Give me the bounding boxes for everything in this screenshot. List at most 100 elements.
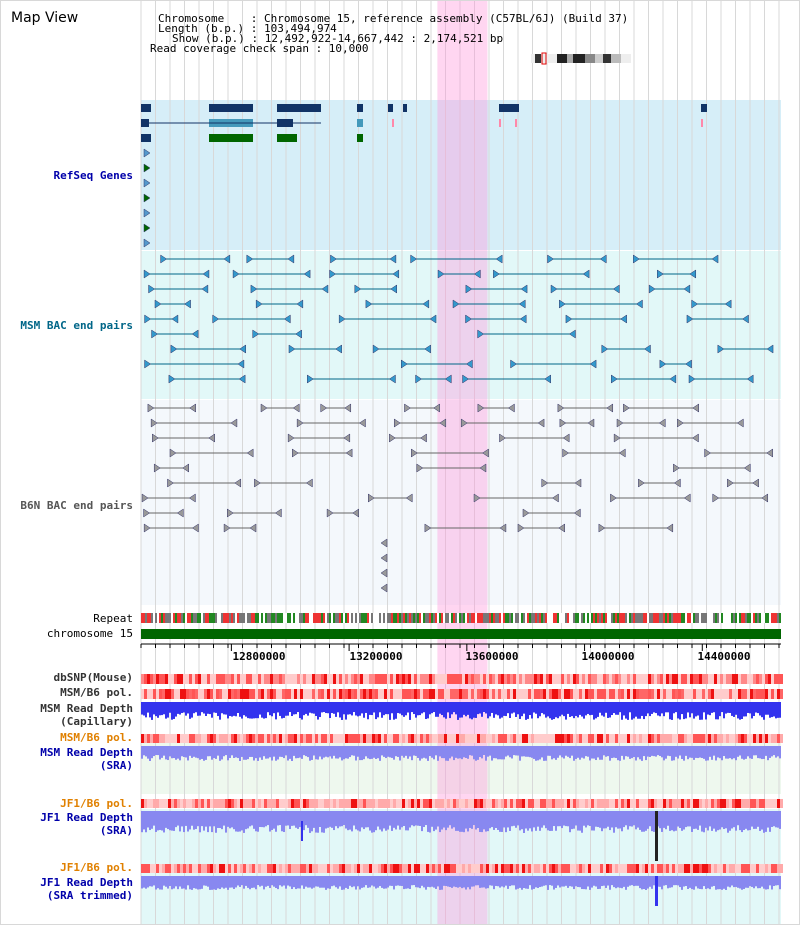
msm-bac-end[interactable] — [392, 269, 400, 279]
msm-bac-end[interactable] — [599, 254, 607, 264]
msm-bac-end[interactable] — [201, 284, 209, 294]
refseq-gene-arrow[interactable] — [143, 163, 151, 173]
b6n-bac-end[interactable] — [562, 448, 570, 458]
track-label-jf1-pol[interactable]: JF1/B6 pol. — [60, 797, 133, 810]
refseq-gene[interactable] — [701, 104, 707, 112]
b6n-bac-end[interactable] — [188, 493, 196, 503]
b6n-bac-end[interactable] — [147, 403, 155, 413]
msm-bac-end[interactable] — [465, 359, 473, 369]
b6n-bac-end[interactable] — [658, 418, 666, 428]
msm-bac-end[interactable] — [544, 374, 551, 384]
b6n-bac-end[interactable] — [393, 418, 401, 428]
b6n-bac-end[interactable] — [623, 403, 630, 413]
b6n-bac-end[interactable] — [499, 433, 506, 443]
msm-bac-end[interactable] — [565, 314, 573, 324]
refseq-gene[interactable] — [403, 104, 407, 112]
msm-bac-end[interactable] — [160, 254, 168, 264]
b6n-bac-end[interactable] — [416, 463, 424, 473]
msm-bac-end[interactable] — [252, 329, 260, 339]
msm-bac-end[interactable] — [669, 374, 677, 384]
msm-bac-end[interactable] — [329, 269, 337, 279]
msm-bac-end[interactable] — [250, 284, 258, 294]
msm-bac-end[interactable] — [724, 299, 732, 309]
msm-bac-end[interactable] — [601, 344, 609, 354]
refseq-gene-arrow[interactable] — [143, 178, 151, 188]
b6n-bac-end[interactable] — [761, 493, 769, 503]
b6n-bac-end[interactable] — [499, 523, 507, 533]
b6n-bac-end[interactable] — [618, 448, 626, 458]
msm-bac-end[interactable] — [338, 314, 346, 324]
msm-bac-end[interactable] — [568, 329, 576, 339]
msm-bac-end[interactable] — [711, 254, 719, 264]
b6n-bac-end[interactable] — [613, 433, 621, 443]
refseq-gene[interactable] — [277, 134, 297, 142]
refseq-gene-arrow[interactable] — [143, 238, 151, 248]
msm-bac-end[interactable] — [422, 299, 430, 309]
msm-bac-end[interactable] — [612, 284, 620, 294]
refseq-gene[interactable] — [141, 104, 151, 112]
msm-bac-end[interactable] — [144, 359, 152, 369]
msm-bac-end[interactable] — [510, 359, 518, 369]
b6n-bac-end[interactable] — [522, 508, 530, 518]
msm-bac-end[interactable] — [288, 344, 296, 354]
msm-bac-end[interactable] — [184, 299, 191, 309]
msm-bac-end[interactable] — [168, 374, 176, 384]
b6n-bac-end[interactable] — [692, 403, 699, 413]
track-label-jf1-depth[interactable]: JF1 Read Depth — [40, 811, 133, 824]
b6n-bac-end[interactable] — [150, 418, 158, 428]
b6n-bac-end[interactable] — [677, 418, 684, 428]
msm-bac-end[interactable] — [465, 284, 473, 294]
msm-bac-end[interactable] — [766, 344, 774, 354]
msm-bac-end[interactable] — [171, 314, 179, 324]
msm-bac-end[interactable] — [683, 284, 691, 294]
msm-bac-end[interactable] — [746, 374, 754, 384]
ideogram-current-position[interactable] — [541, 52, 547, 65]
b6n-bac-end[interactable] — [616, 418, 624, 428]
refseq-gene[interactable] — [499, 104, 519, 112]
b6n-bac-end[interactable] — [420, 433, 427, 443]
msm-bac-end[interactable] — [685, 359, 692, 369]
b6n-bac-end[interactable] — [153, 463, 161, 473]
track-label-msm-b6-pol-2[interactable]: MSM/B6 pol. — [60, 731, 133, 744]
track-label-jf1-depth-trimmed[interactable]: JF1 Read Depth — [40, 876, 133, 889]
msm-bac-end[interactable] — [437, 269, 445, 279]
track-label-dbsnp[interactable]: dbSNP(Mouse) — [53, 671, 133, 684]
msm-bac-end[interactable] — [477, 329, 485, 339]
b6n-bac-end[interactable] — [143, 523, 151, 533]
b6n-bac-end[interactable] — [736, 418, 744, 428]
b6n-bac-end[interactable] — [191, 523, 199, 533]
b6n-bac-end[interactable] — [666, 523, 674, 533]
msm-bac-end[interactable] — [520, 284, 528, 294]
b6n-bac-end[interactable] — [704, 448, 712, 458]
msm-bac-end[interactable] — [389, 254, 397, 264]
b6n-bac-end[interactable] — [274, 508, 282, 518]
refseq-gene[interactable] — [357, 104, 363, 112]
msm-bac-end[interactable] — [154, 299, 162, 309]
b6n-bac-end[interactable] — [433, 403, 440, 413]
b6n-bac-end[interactable] — [574, 478, 582, 488]
track-label-refseq-genes[interactable]: RefSeq Genes — [53, 169, 133, 182]
b6n-bac-end[interactable] — [559, 418, 567, 428]
msm-bac-end[interactable] — [495, 254, 503, 264]
highlight-region[interactable] — [437, 1, 488, 925]
msm-bac-end[interactable] — [388, 374, 396, 384]
b6n-bac-end[interactable] — [517, 523, 525, 533]
b6n-bac-end[interactable] — [541, 478, 549, 488]
track-label-b6n-bac-end-pairs[interactable]: B6N BAC end pairs — [20, 499, 133, 512]
msm-bac-end[interactable] — [330, 254, 337, 264]
refseq-gene[interactable] — [141, 134, 151, 142]
track-label-msm-depth-capillary[interactable]: MSM Read Depth — [40, 702, 133, 715]
msm-bac-end[interactable] — [354, 284, 362, 294]
msm-bac-end[interactable] — [518, 299, 526, 309]
b6n-bac-end[interactable] — [752, 478, 759, 488]
b6n-bac-end[interactable] — [673, 463, 680, 473]
msm-bac-end[interactable] — [143, 269, 151, 279]
b6n-bac-end[interactable] — [552, 493, 559, 503]
b6n-bac-end[interactable] — [326, 508, 334, 518]
b6n-bac-end[interactable] — [152, 433, 159, 443]
msm-bac-end[interactable] — [519, 314, 527, 324]
refseq-gene[interactable] — [209, 104, 253, 112]
b6n-bac-end[interactable] — [352, 508, 359, 518]
refseq-gene-arrow[interactable] — [143, 148, 151, 158]
